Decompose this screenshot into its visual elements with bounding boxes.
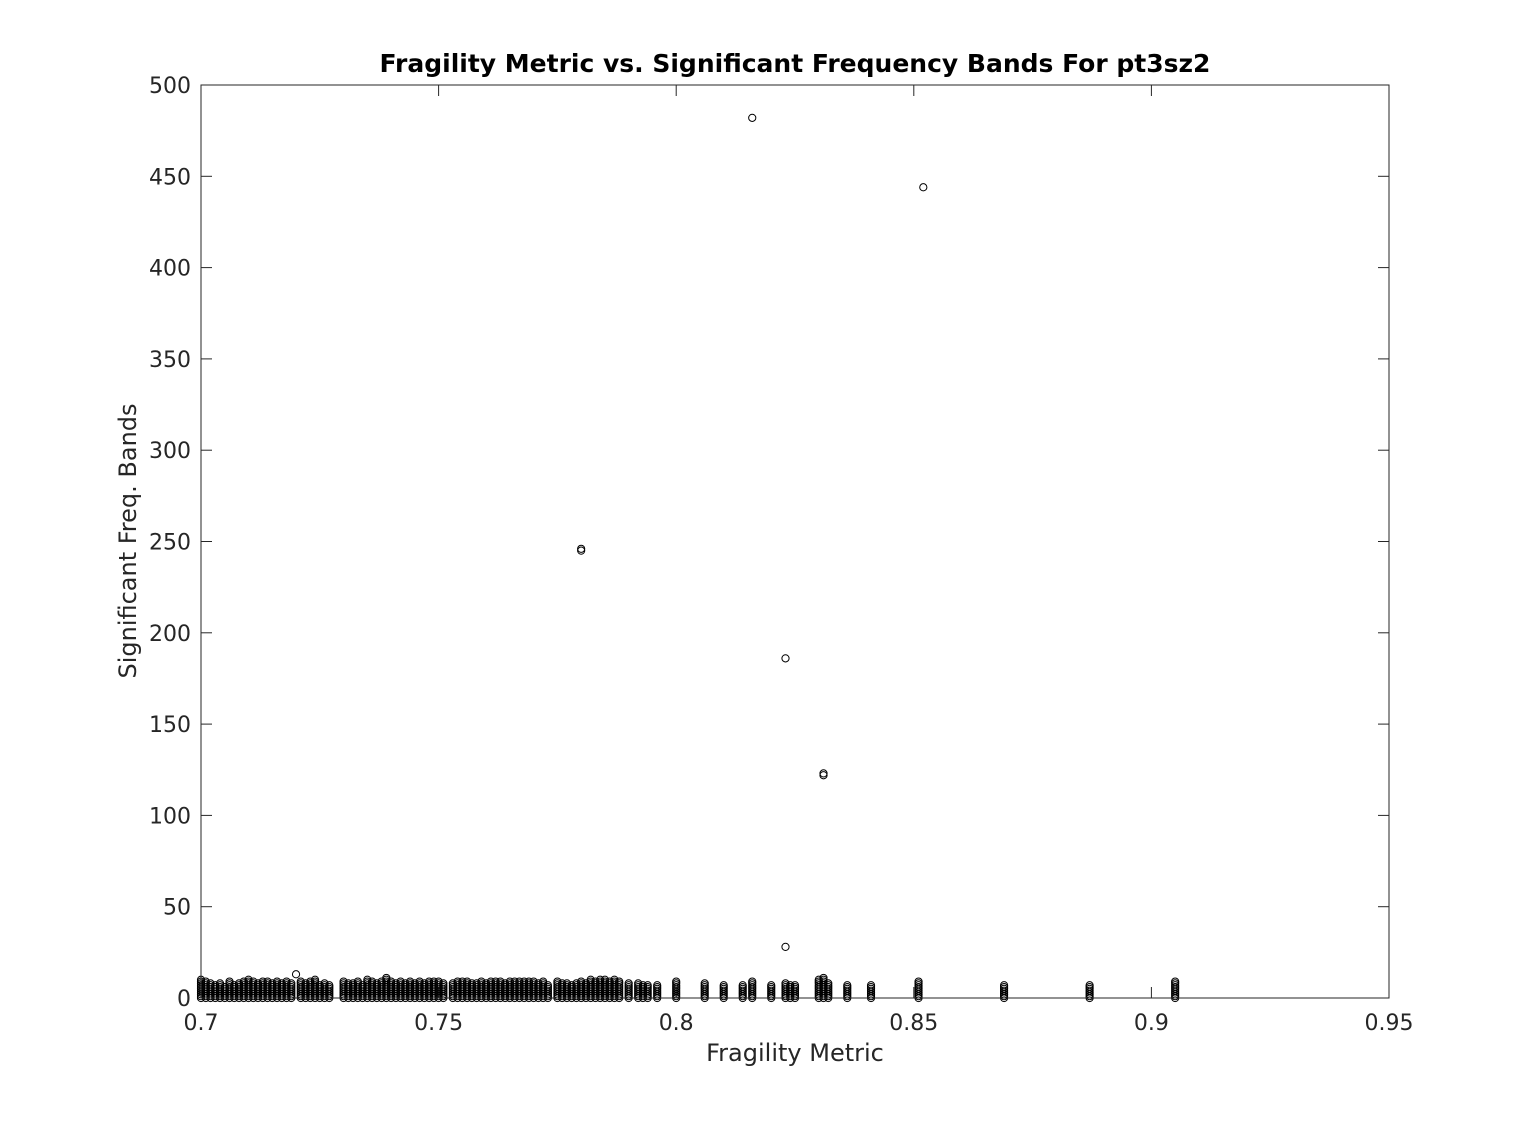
x-tick-label: 0.85	[889, 1011, 938, 1036]
data-point	[1085, 981, 1094, 990]
data-point	[439, 979, 448, 988]
data-point	[999, 981, 1009, 990]
data-point	[790, 981, 800, 990]
data-point	[866, 981, 876, 990]
data-point	[819, 973, 828, 983]
data-point	[748, 113, 757, 122]
y-tick-label: 100	[149, 804, 191, 829]
y-tick-label: 400	[149, 257, 191, 282]
y-tick-label: 0	[177, 987, 191, 1012]
data-point	[819, 771, 828, 780]
data-point	[914, 977, 923, 986]
data-point	[310, 975, 320, 984]
data-point	[767, 981, 776, 990]
y-tick-label: 150	[149, 713, 191, 738]
data-point	[643, 981, 652, 990]
y-tick-label: 200	[149, 622, 191, 647]
data-point	[577, 546, 586, 555]
data-point	[843, 981, 852, 990]
data-point	[824, 979, 833, 988]
y-tick-label: 250	[149, 531, 191, 556]
data-point	[781, 942, 790, 951]
data-point	[672, 977, 681, 986]
plot-frame	[200, 84, 1390, 999]
data-point	[748, 977, 757, 986]
axis-tick-labels: 0.7 0.75 0.8 0.85 0.9 0.95 0 50 100 150 200 250 300 3…	[149, 74, 1413, 1036]
data-point	[738, 981, 747, 990]
data-point	[719, 981, 728, 990]
data-point	[919, 183, 928, 192]
data-point	[700, 979, 709, 988]
x-tick-label: 0.7	[184, 1011, 219, 1036]
y-tick-label: 450	[149, 165, 191, 190]
x-tick-label: 0.75	[414, 1011, 463, 1036]
y-tick-label: 50	[163, 896, 191, 921]
y-axis-label: Significant Freq. Bands	[114, 403, 142, 678]
x-tick-label: 0.9	[1134, 1011, 1169, 1036]
plot-area	[201, 85, 1389, 998]
data-point	[1171, 977, 1180, 986]
x-tick-label: 0.8	[659, 1011, 694, 1036]
x-axis-label: Fragility Metric	[706, 1039, 884, 1067]
chart-title: Fragility Metric vs. Significant Frequen…	[380, 49, 1211, 78]
y-tick-label: 500	[149, 74, 191, 99]
data-point	[325, 981, 334, 990]
data-point	[781, 654, 790, 663]
data-point	[615, 977, 624, 986]
data-point	[291, 970, 301, 979]
data-point	[287, 979, 296, 988]
data-point	[653, 981, 662, 990]
y-tick-label: 300	[149, 439, 191, 464]
x-tick-label: 0.95	[1365, 1011, 1414, 1036]
data-point	[543, 981, 552, 990]
data-point	[624, 979, 633, 988]
y-tick-label: 350	[149, 348, 191, 373]
